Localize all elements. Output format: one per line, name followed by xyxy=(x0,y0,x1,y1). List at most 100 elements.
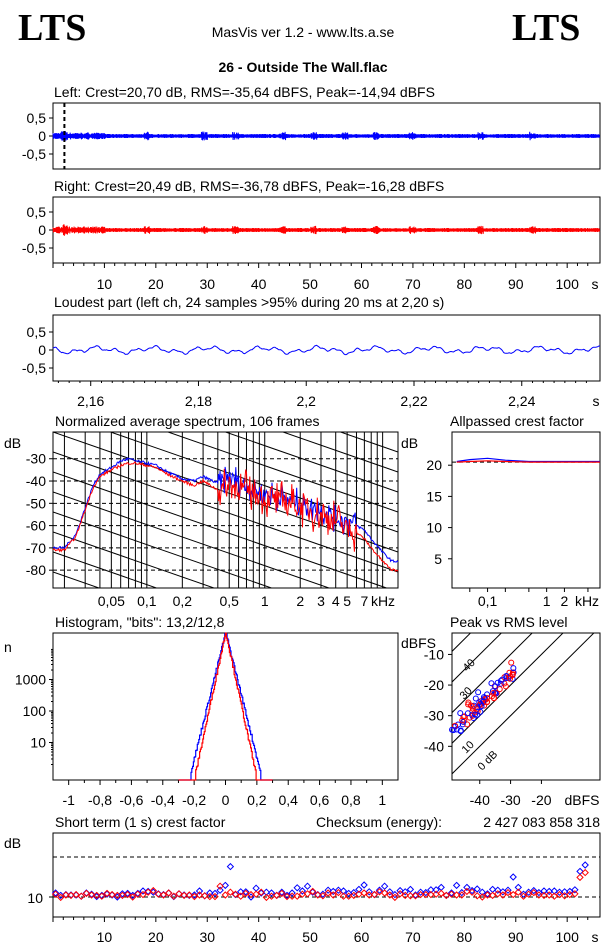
crest-point xyxy=(272,891,281,900)
panel-title: Short term (1 s) crest factor xyxy=(55,814,226,830)
crest-point xyxy=(226,888,235,896)
x-tick-label: 1 xyxy=(543,593,551,609)
crest-point xyxy=(576,867,584,876)
crest-point xyxy=(195,891,204,899)
peakrms-point xyxy=(502,683,509,690)
crest-point xyxy=(452,891,461,899)
crest-point xyxy=(108,890,116,899)
slope-line xyxy=(53,592,398,712)
crest-point xyxy=(221,881,230,890)
crest-point xyxy=(514,888,523,896)
allpassed-curve xyxy=(456,460,600,463)
crest-point xyxy=(118,890,127,898)
app-title: MasVis ver 1.2 - www.lts.a.se xyxy=(211,24,395,40)
crest-point xyxy=(206,892,214,901)
crest-diagonal xyxy=(452,633,472,653)
crest-point xyxy=(216,882,224,890)
crest-point xyxy=(164,889,173,897)
crest-point xyxy=(139,890,147,899)
crest-point xyxy=(519,890,528,898)
panel-title: Normalized average spectrum, 106 frames xyxy=(55,413,320,429)
crest-point xyxy=(530,888,538,897)
x-tick-label: 0,1 xyxy=(478,593,498,609)
slope-line xyxy=(223,432,398,493)
peakrms-point xyxy=(490,689,497,696)
x-tick-label: 70 xyxy=(405,929,421,945)
y-tick-label: -0,5 xyxy=(22,360,46,376)
crest-point xyxy=(494,886,502,894)
crest-point xyxy=(262,888,271,896)
crest-point xyxy=(416,888,425,896)
x-tick-label: -0,2 xyxy=(182,792,206,808)
crest-point xyxy=(334,886,343,894)
x-tick-label: -0,6 xyxy=(119,792,143,808)
crest-point xyxy=(252,890,260,898)
crest-point xyxy=(365,888,373,896)
crest-point xyxy=(396,890,404,898)
x-unit-label: dBFS xyxy=(564,792,599,808)
x-tick-label: 100 xyxy=(556,276,580,292)
crest-point xyxy=(82,889,91,898)
crest-point xyxy=(550,887,559,895)
x-tick-label: 2,16 xyxy=(77,393,104,409)
slope-line xyxy=(166,432,398,513)
slope-line xyxy=(53,672,398,792)
x-tick-label: 2 xyxy=(296,593,304,609)
x-tick-label: 40 xyxy=(251,929,267,945)
slope-line xyxy=(53,252,398,372)
x-tick-label: 80 xyxy=(457,276,473,292)
crest-point xyxy=(278,888,286,896)
crest-point xyxy=(416,890,425,899)
lts-logo-right: LTS xyxy=(512,7,581,49)
crest-point xyxy=(447,890,456,898)
crest-diagonal xyxy=(452,633,595,775)
crest-point xyxy=(303,890,312,898)
crest-point xyxy=(571,886,579,894)
crest-point xyxy=(375,886,384,894)
crest-point xyxy=(401,888,409,896)
crest-point xyxy=(360,881,368,889)
crest-point xyxy=(159,891,168,899)
peakrms-point xyxy=(455,721,462,728)
crest-point xyxy=(314,891,322,899)
crest-point xyxy=(535,891,543,899)
crest-point xyxy=(308,888,317,896)
histogram-curve xyxy=(178,632,273,781)
checksum-label: Checksum (energy): xyxy=(316,814,442,830)
peakrms-point xyxy=(457,728,464,735)
y-tick-label: -0,5 xyxy=(22,240,46,256)
peakrms-point xyxy=(470,714,477,721)
x-tick-label: 10 xyxy=(97,929,113,945)
x-tick-label: 5 xyxy=(343,593,351,609)
slope-line xyxy=(53,612,398,732)
slope-line xyxy=(53,652,398,772)
crest-point xyxy=(319,892,327,900)
peakrms-point xyxy=(472,695,479,702)
x-unit-label: s xyxy=(592,276,599,292)
x-tick-label: 50 xyxy=(302,276,318,292)
crest-point xyxy=(422,888,430,897)
x-unit-label: kHz xyxy=(371,593,395,609)
crest-point xyxy=(92,891,101,900)
track-title: 26 - Outside The Wall.flac xyxy=(218,59,388,75)
crest-point xyxy=(288,892,296,900)
peakrms-point xyxy=(469,705,476,712)
waveform-line xyxy=(52,224,601,236)
crest-point xyxy=(427,890,435,899)
diagonal-lines xyxy=(452,633,595,775)
crest-point xyxy=(463,887,471,896)
slope-line xyxy=(281,432,398,473)
crest-point xyxy=(458,891,466,899)
crest-point xyxy=(560,892,569,900)
x-unit-label: s xyxy=(592,929,599,945)
crest-point xyxy=(293,892,301,900)
x-tick-label: 0,4 xyxy=(278,792,298,808)
peakrms-point xyxy=(459,717,466,724)
crest-point xyxy=(488,885,497,894)
y-tick-label: 0 xyxy=(38,342,46,358)
y-tick-label: 10 xyxy=(30,735,46,751)
panel-title: Peak vs RMS level xyxy=(450,614,567,630)
slope-line xyxy=(53,232,398,352)
x-tick-label: 0,2 xyxy=(247,792,267,808)
